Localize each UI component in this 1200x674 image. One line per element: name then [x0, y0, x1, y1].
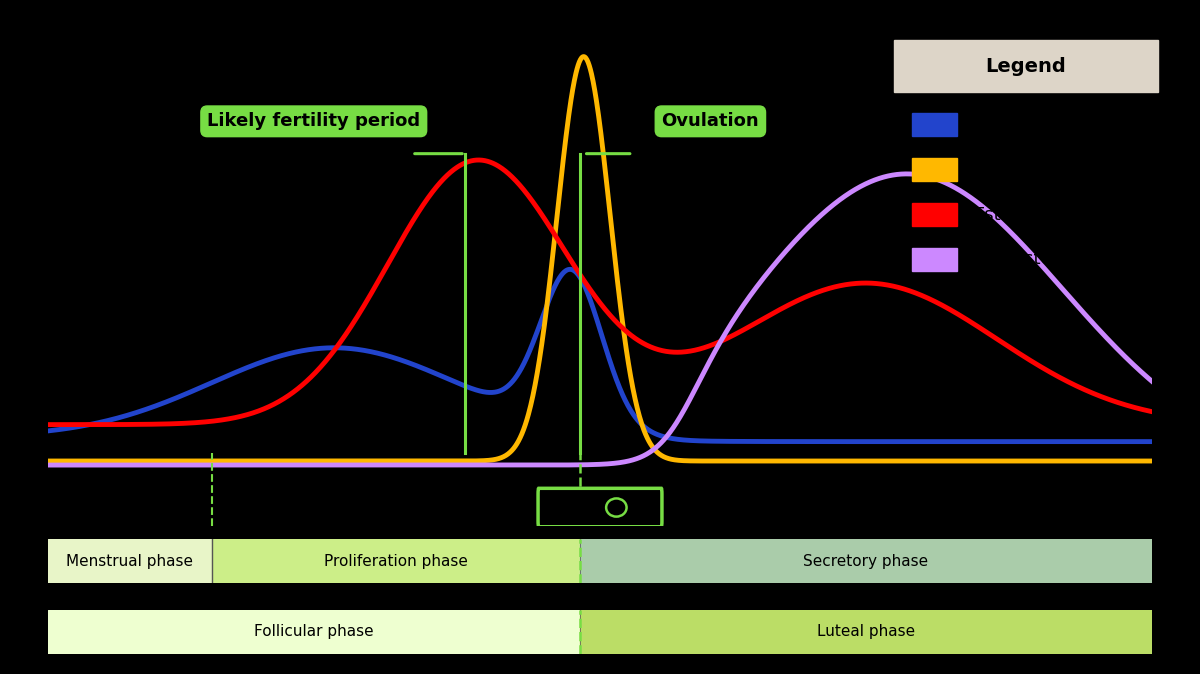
Bar — [580, 610, 1152, 654]
Bar — [211, 539, 580, 583]
Bar — [48, 539, 211, 583]
Bar — [580, 539, 1152, 583]
Text: Estrogen: Estrogen — [973, 206, 1052, 224]
Text: Legend: Legend — [985, 57, 1067, 75]
Text: Secretory phase: Secretory phase — [803, 553, 929, 569]
Text: Ovulation: Ovulation — [661, 113, 760, 130]
Text: Menstrual phase: Menstrual phase — [66, 553, 193, 569]
Ellipse shape — [606, 499, 626, 516]
Bar — [912, 158, 958, 181]
Text: LH: LH — [973, 161, 997, 179]
Bar — [912, 113, 958, 136]
Text: Luteal phase: Luteal phase — [817, 624, 914, 640]
Text: Follicular phase: Follicular phase — [254, 624, 373, 640]
Text: FSH: FSH — [973, 116, 1008, 134]
Text: Progesterone: Progesterone — [973, 251, 1092, 268]
Bar — [894, 40, 1158, 92]
Bar — [912, 248, 958, 271]
Text: Likely fertility period: Likely fertility period — [208, 113, 420, 130]
Bar — [912, 203, 958, 226]
Bar — [48, 610, 580, 654]
Text: Proliferation phase: Proliferation phase — [324, 553, 468, 569]
FancyBboxPatch shape — [538, 488, 662, 527]
